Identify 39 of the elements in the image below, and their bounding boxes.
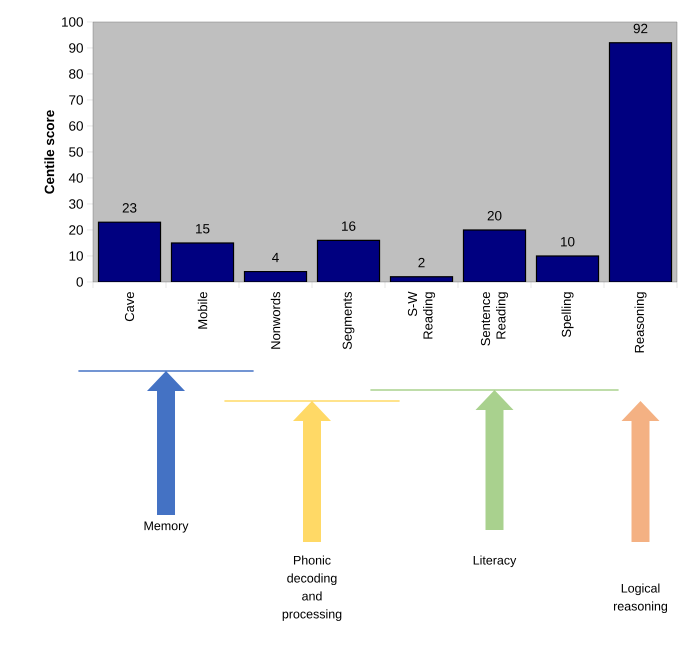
bar [463,230,526,282]
data-label: 10 [561,236,574,246]
y-tick-label: 10 [70,251,83,261]
bar [317,240,380,282]
bar [244,272,307,282]
x-tick-label: Nonwords [270,292,280,349]
y-tick-label: 40 [68,173,83,183]
text: Phonic decoding and processing [282,556,342,621]
x-tick-label: Sentence Reading [480,292,508,346]
y-tick-label: 20 [69,225,83,235]
data-label: 16 [342,221,356,231]
data-label: 23 [122,203,136,213]
y-tick-label: 80 [69,69,83,79]
y-tick-label: 50 [69,147,83,157]
data-label: 2 [418,258,425,268]
text: Literacy [474,556,516,568]
bar [171,242,234,282]
y-tick-label: 60 [69,121,83,131]
text: Logical reasoning [614,584,668,614]
y-axis-title: Centile score [44,110,54,194]
bar [608,42,672,282]
y-tick-label: 70 [69,95,83,105]
bar [98,222,161,282]
y-tick-label: 0 [76,277,83,287]
y-tick-label: 90 [69,43,83,53]
x-tick-label: Segments [342,292,354,350]
x-tick-label: Spelling [561,292,574,337]
data-label: 15 [196,224,210,234]
y-tick-label: 30 [69,199,83,209]
x-tick-label: Cave [124,292,134,322]
x-tick-label: Mobile [198,292,208,329]
data-label: 20 [488,210,502,220]
y-tick-label: 100 [62,17,83,27]
data-label: 92 [634,24,648,34]
data-label: 4 [272,252,279,262]
text: Memory [144,522,188,533]
bar [536,256,599,282]
x-tick-label: Reasoning [634,292,647,352]
x-tick-label: S-W Reading [408,292,436,339]
